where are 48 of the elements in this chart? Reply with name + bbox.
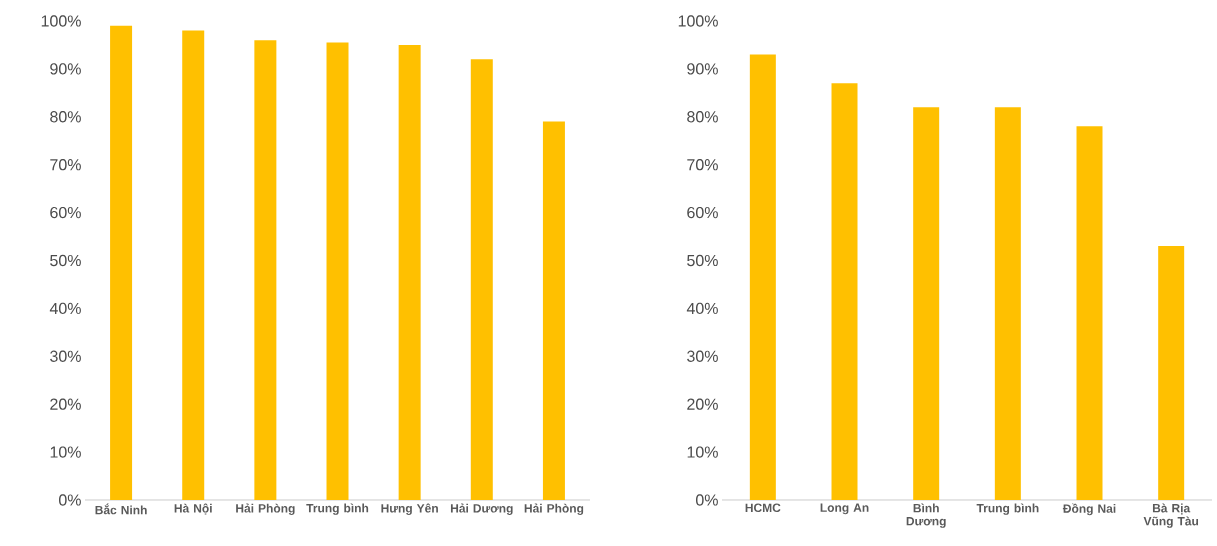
x-tick-label: Bắc Ninh [95,503,147,515]
x-tick-label: Đồng Nai [1062,503,1116,516]
x-tick-label: Bà Rịa Vũng Tàu [1143,503,1199,528]
y-tick-label: 90% [687,63,718,75]
bar [831,83,858,500]
x-tick-label: Hà Nội [174,503,212,515]
x-tick-label: Hải Phòng [236,503,295,516]
bar [470,59,493,500]
x-tick-label: Hải Dương [450,503,513,516]
bar [398,44,421,500]
y-tick-label: 0% [58,494,81,506]
y-tick-label: 70% [687,159,718,171]
x-tick-label: Hưng Yên [381,503,438,516]
bar [994,107,1021,500]
bar [913,107,940,500]
x-tick-label: HCMC [745,503,781,513]
y-tick-label: 100% [678,15,718,27]
y-tick-label: 10% [50,446,81,458]
x-tick-label: Bình Dương [906,503,946,528]
bar [254,40,277,500]
y-tick-label: 40% [49,302,81,315]
bar [110,25,133,500]
bar [326,42,349,500]
x-tick-label: Trung bình [306,503,369,515]
y-tick-label: 30% [687,350,718,362]
y-tick-label: 50% [687,254,718,267]
x-tick-label: Hải Phòng [524,503,584,516]
y-tick-label: 60% [687,206,718,219]
y-tick-label: 100% [41,15,81,27]
y-tick-label: 10% [687,446,718,458]
y-tick-label: 80% [50,111,81,123]
y-tick-label: 20% [50,398,81,410]
y-tick-label: 20% [687,398,718,410]
y-tick-label: 80% [687,111,718,123]
bar [749,54,776,500]
y-tick-label: 90% [50,63,81,75]
y-tick-label: 0% [695,494,718,506]
x-tick-label: Trung bình [976,503,1039,515]
bar [1158,246,1185,500]
bar [1076,126,1103,500]
bar [542,121,565,500]
x-tick-label: Long An [820,503,869,515]
y-tick-label: 50% [50,254,81,267]
y-tick-label: 30% [50,350,81,362]
y-tick-label: 40% [686,302,718,315]
y-tick-label: 60% [50,206,81,219]
y-tick-label: 70% [50,159,81,171]
bar [182,30,205,500]
